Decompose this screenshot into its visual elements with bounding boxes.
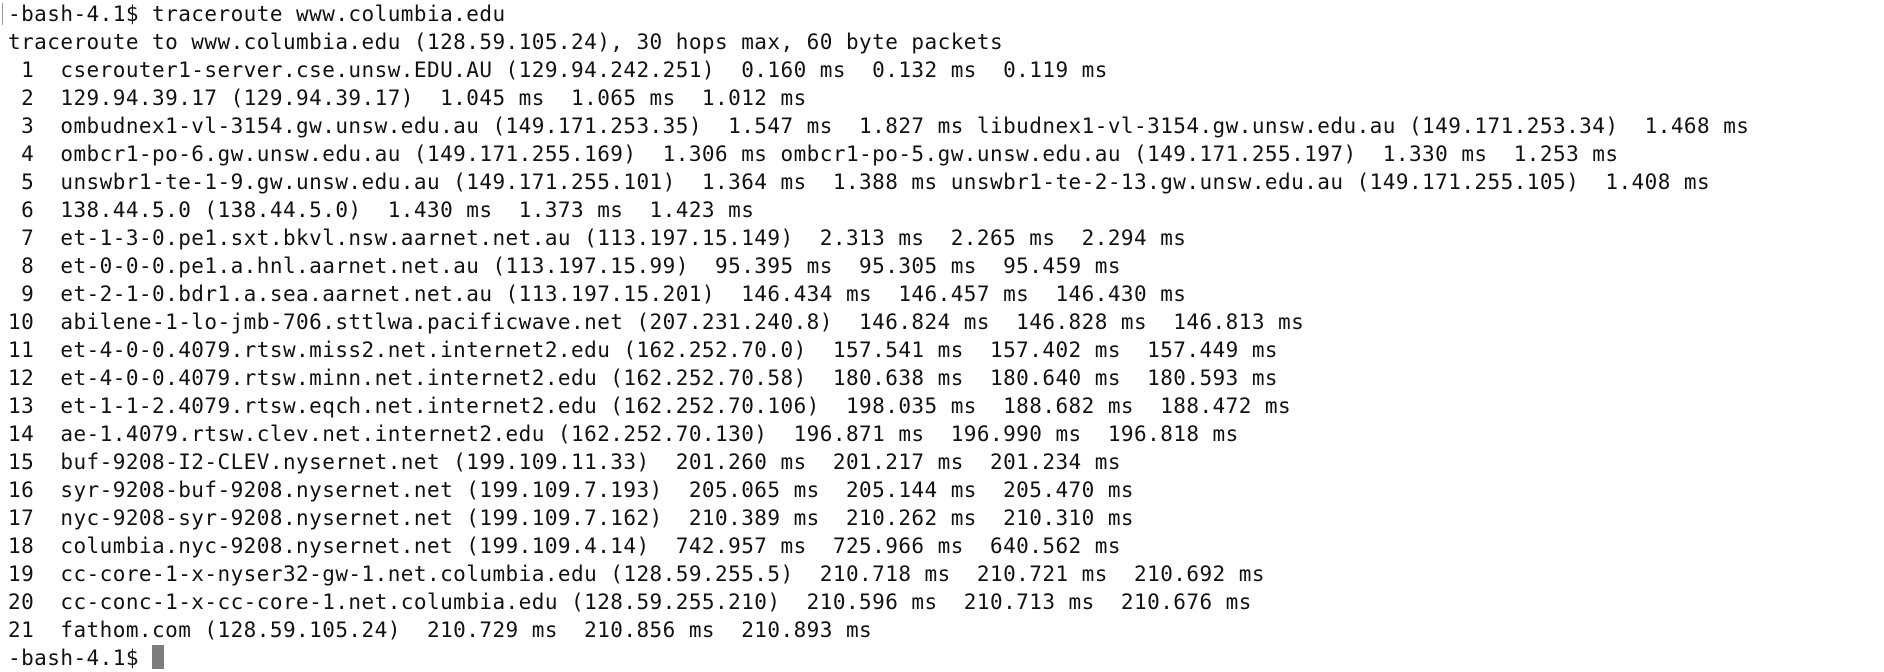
hop-line: 14 ae-1.4079.rtsw.clev.net.internet2.edu…	[8, 422, 1239, 446]
shell-prompt-final: -bash-4.1$	[8, 646, 153, 670]
command-text: traceroute www.columbia.edu	[152, 2, 506, 26]
hop-line: 21 fathom.com (128.59.105.24) 210.729 ms…	[8, 618, 873, 642]
hop-line: 11 et-4-0-0.4079.rtsw.miss2.net.internet…	[8, 338, 1279, 362]
traceroute-header: traceroute to www.columbia.edu (128.59.1…	[8, 30, 1004, 54]
shell-prompt: -bash-4.1$	[8, 2, 153, 26]
hop-list: 1 cserouter1-server.cse.unsw.EDU.AU (129…	[8, 56, 1878, 644]
hop-line: 2 129.94.39.17 (129.94.39.17) 1.045 ms 1…	[8, 86, 807, 110]
hop-line: 15 buf-9208-I2-CLEV.nysernet.net (199.10…	[8, 450, 1121, 474]
selection-edge-mark	[2, 3, 3, 25]
hop-line: 12 et-4-0-0.4079.rtsw.minn.net.internet2…	[8, 366, 1279, 390]
hop-line: 20 cc-conc-1-x-cc-core-1.net.columbia.ed…	[8, 590, 1252, 614]
hop-line: 9 et-2-1-0.bdr1.a.sea.aarnet.net.au (113…	[8, 282, 1187, 306]
hop-line: 10 abilene-1-lo-jmb-706.sttlwa.pacificwa…	[8, 310, 1305, 334]
hop-line: 1 cserouter1-server.cse.unsw.EDU.AU (129…	[8, 58, 1108, 82]
hop-line: 8 et-0-0-0.pe1.a.hnl.aarnet.net.au (113.…	[8, 254, 1121, 278]
hop-line: 4 ombcr1-po-6.gw.unsw.edu.au (149.171.25…	[8, 142, 1619, 166]
hop-line: 17 nyc-9208-syr-9208.nysernet.net (199.1…	[8, 506, 1135, 530]
terminal-output: -bash-4.1$ traceroute www.columbia.edu t…	[8, 0, 1878, 672]
hop-line: 7 et-1-3-0.pe1.sxt.bkvl.nsw.aarnet.net.a…	[8, 226, 1187, 250]
hop-line: 16 syr-9208-buf-9208.nysernet.net (199.1…	[8, 478, 1135, 502]
hop-line: 6 138.44.5.0 (138.44.5.0) 1.430 ms 1.373…	[8, 198, 755, 222]
command-line: -bash-4.1$ traceroute www.columbia.edu	[8, 0, 1878, 28]
hop-line: 18 columbia.nyc-9208.nysernet.net (199.1…	[8, 534, 1121, 558]
hop-line: 13 et-1-1-2.4079.rtsw.eqch.net.internet2…	[8, 394, 1292, 418]
text-cursor	[152, 645, 165, 669]
hop-line: 3 ombudnex1-vl-3154.gw.unsw.edu.au (149.…	[8, 114, 1750, 138]
hop-line: 5 unswbr1-te-1-9.gw.unsw.edu.au (149.171…	[8, 170, 1711, 194]
final-prompt-line[interactable]: -bash-4.1$	[8, 644, 1878, 672]
hop-line: 19 cc-core-1-x-nyser32-gw-1.net.columbia…	[8, 562, 1265, 586]
